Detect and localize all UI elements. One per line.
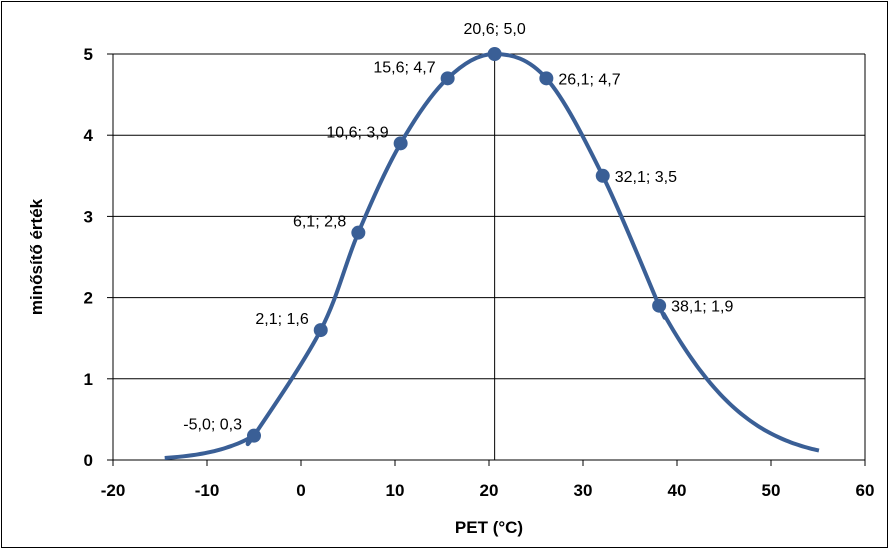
x-tick-label: 30 <box>574 481 593 500</box>
x-tick-label: 0 <box>296 481 305 500</box>
data-label: 2,1; 1,6 <box>255 311 308 328</box>
data-label: -5,0; 0,3 <box>183 417 242 434</box>
data-label: 20,6; 5,0 <box>463 21 525 38</box>
y-tick-label: 4 <box>84 126 94 145</box>
data-label: 38,1; 1,9 <box>671 299 733 316</box>
data-point-marker <box>539 71 554 86</box>
data-label: 6,1; 2,8 <box>293 214 346 231</box>
data-point-marker <box>351 225 366 240</box>
x-tick-label: -10 <box>195 481 220 500</box>
data-label: 10,6; 3,9 <box>326 124 388 141</box>
data-label: 15,6; 4,7 <box>373 59 435 76</box>
data-point-marker <box>247 428 261 443</box>
data-point-marker <box>440 71 455 86</box>
data-point-marker <box>487 47 502 61</box>
data-point-marker <box>313 323 328 338</box>
data-point-marker <box>595 168 610 183</box>
y-tick-labels: 0 1 2 3 4 5 <box>84 45 94 470</box>
data-points <box>247 47 667 443</box>
y-tick-label: 2 <box>84 289 93 308</box>
x-tick-labels: -20 -10 0 10 20 30 40 50 60 <box>101 481 875 500</box>
series-curve <box>164 51 820 460</box>
x-tick-label: 50 <box>762 481 781 500</box>
data-label: 32,1; 3,5 <box>615 169 677 186</box>
y-tick-label: 1 <box>84 370 93 389</box>
y-axis-title: minősítő érték <box>27 198 46 315</box>
y-tick-label: 5 <box>84 45 93 64</box>
x-tick-label: 60 <box>856 481 875 500</box>
x-axis-title: PET (°C) <box>455 518 523 537</box>
y-tick-label: 3 <box>84 207 93 226</box>
data-label: 26,1; 4,7 <box>558 71 620 88</box>
data-point-marker <box>393 136 408 151</box>
x-tick-label: 20 <box>480 481 499 500</box>
data-point-marker <box>652 298 667 313</box>
x-tick-label: -20 <box>101 481 126 500</box>
grid-lines <box>113 53 865 460</box>
x-tick-label: 10 <box>386 481 405 500</box>
x-tick-label: 40 <box>668 481 687 500</box>
y-tick-label: 0 <box>84 451 93 470</box>
axes <box>107 53 866 466</box>
data-labels: -5,0; 0,3 2,1; 1,6 6,1; 2,8 10,6; 3,9 15,6; … <box>183 21 733 434</box>
